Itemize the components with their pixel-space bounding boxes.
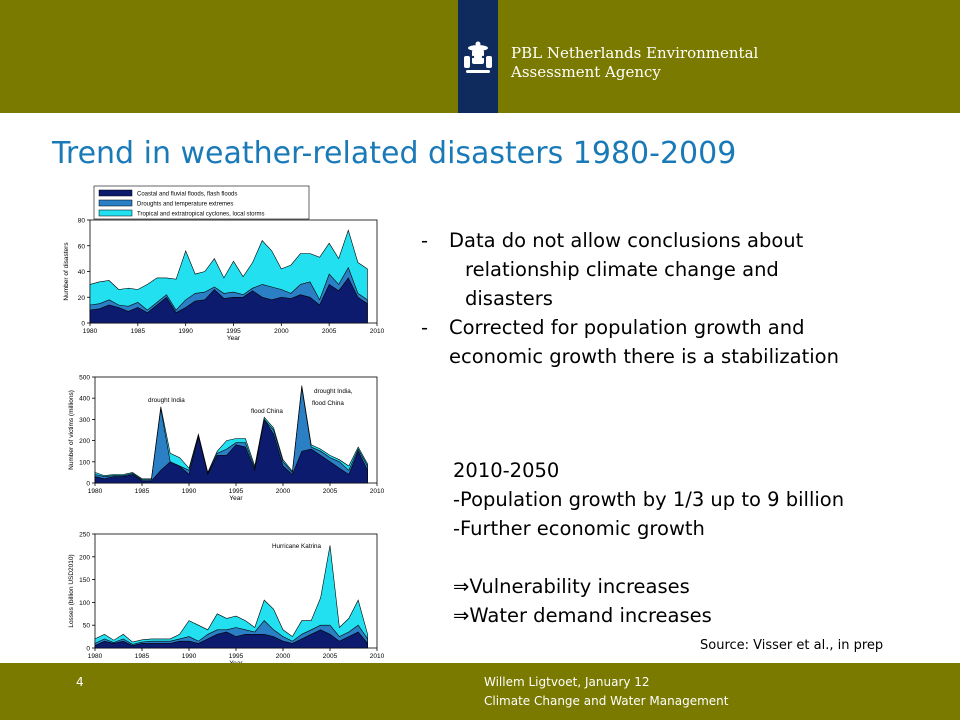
- future-outlook: 2010-2050 -Population growth by 1/3 up t…: [453, 456, 844, 630]
- y-tick-label: 80: [78, 218, 86, 225]
- victims-chart: 0 100 200 300 400 500 1980 1985 1990 1995 2000 2005…: [68, 375, 385, 503]
- losses-chart: 0 50 100 150 200 250 1980 1985 1990 1995 2000 2005 2…: [68, 532, 385, 668]
- x-tick-label: 1980: [88, 653, 103, 660]
- x-tick-label: 2010: [370, 328, 385, 335]
- footer-bar: [0, 663, 960, 720]
- x-tick-label: 1990: [182, 488, 197, 495]
- implies-arrow-icon: ⇒: [453, 575, 470, 598]
- x-axis-label: Year: [229, 495, 243, 502]
- y-tick-label: 100: [79, 600, 90, 607]
- x-tick-label: 1990: [178, 328, 193, 335]
- y-tick-label: 50: [83, 623, 91, 630]
- crest-icon: [464, 41, 492, 73]
- bullet-item: - Data do not allow conclusions about re…: [421, 226, 956, 313]
- logo: [458, 0, 498, 113]
- legend-swatch: [98, 199, 133, 207]
- x-tick-label: 1980: [88, 488, 103, 495]
- x-tick-label: 1995: [226, 328, 241, 335]
- y-tick-label: 500: [79, 375, 90, 382]
- y-tick-label: 0: [86, 646, 90, 653]
- legend-label: Tropical and extratropical cyclones, loc…: [137, 212, 265, 218]
- x-tick-label: 2010: [370, 488, 385, 495]
- legend-label: Coastal and fluvial floods, flash floods: [137, 192, 237, 198]
- x-tick-label: 2000: [276, 653, 291, 660]
- x-tick-label: 2000: [276, 488, 291, 495]
- implies-arrow-icon: ⇒: [453, 604, 470, 627]
- y-tick-label: 0: [81, 321, 85, 328]
- y-tick-label: 20: [78, 295, 86, 302]
- bullet-line: disasters: [465, 287, 553, 310]
- page-number: 4: [76, 675, 84, 689]
- disasters-count-chart: Coastal and fluvial floods, flash floods…: [63, 185, 385, 342]
- x-tick-label: 1985: [135, 653, 150, 660]
- series-area-1: [94, 418, 368, 484]
- conclusion-1: ⇒Vulnerability increases: [453, 575, 690, 598]
- y-tick-label: 150: [79, 577, 90, 584]
- spacer: [453, 543, 844, 572]
- organization-name-line1: PBL Netherlands Environmental: [511, 44, 759, 62]
- legend-swatch: [98, 209, 133, 217]
- y-axis-label: Losses (billion USD2010): [68, 554, 75, 627]
- organization-name: PBL Netherlands Environmental Assessment…: [511, 44, 758, 82]
- footer-author: Willem Ligtvoet, January 12: [484, 675, 650, 689]
- future-line2: -Further economic growth: [453, 517, 705, 540]
- legend-swatch: [98, 189, 133, 197]
- x-tick-label: 1995: [229, 488, 244, 495]
- y-tick-label: 60: [78, 243, 86, 250]
- x-tick-label: 2005: [323, 488, 338, 495]
- future-period: 2010-2050: [453, 459, 560, 482]
- bullet-item: - Corrected for population growth and ec…: [421, 313, 956, 371]
- y-axis-label: Number of victims (millions): [68, 390, 75, 470]
- x-tick-label: 2000: [274, 328, 289, 335]
- organization-name-line2: Assessment Agency: [511, 63, 661, 81]
- x-tick-label: 1990: [182, 653, 197, 660]
- series-area-1: [94, 629, 368, 649]
- y-tick-label: 100: [79, 459, 90, 466]
- x-tick-label: 2010: [370, 653, 385, 660]
- bullet-line: Corrected for population growth and: [449, 316, 805, 339]
- x-tick-label: 1980: [83, 328, 98, 335]
- chart-annotation: drought India,: [314, 388, 353, 395]
- chart-annotation: drought India: [148, 397, 185, 404]
- source-note: Source: Visser et al., in prep: [700, 638, 884, 653]
- chart-annotation: flood China: [251, 408, 283, 415]
- y-tick-label: 300: [79, 417, 90, 424]
- bullet-dash: -: [421, 316, 429, 339]
- y-tick-label: 0: [86, 481, 90, 488]
- series-area-1: [89, 277, 368, 324]
- bullet-list: - Data do not allow conclusions about re…: [421, 226, 956, 371]
- legend-label: Droughts and temperature extremes: [137, 202, 233, 208]
- y-tick-label: 200: [79, 554, 90, 561]
- x-tick-label: 1995: [229, 653, 244, 660]
- future-line1: -Population growth by 1/3 up to 9 billio…: [453, 488, 845, 511]
- bullet-dash: -: [421, 229, 429, 252]
- footer-topic: Climate Change and Water Management: [484, 694, 729, 708]
- bullet-line: relationship climate change and: [465, 258, 779, 281]
- x-axis-label: Year: [227, 335, 241, 342]
- bullet-line: economic growth there is a stabilization: [449, 345, 839, 368]
- y-tick-label: 250: [79, 532, 90, 539]
- slide-title: Trend in weather-related disasters 1980-…: [52, 136, 737, 171]
- y-tick-label: 40: [78, 269, 86, 276]
- x-tick-label: 1985: [135, 488, 150, 495]
- chart-annotation: flood China: [312, 400, 344, 407]
- x-tick-label: 2005: [322, 328, 337, 335]
- y-tick-label: 400: [79, 396, 90, 403]
- y-tick-label: 200: [79, 438, 90, 445]
- y-axis-label: Number of disasters: [63, 242, 70, 301]
- bullet-line: Data do not allow conclusions about: [449, 229, 804, 252]
- x-tick-label: 1985: [131, 328, 146, 335]
- conclusion-2: ⇒Water demand increases: [453, 604, 712, 627]
- chart-annotation: Hurricane Katrina: [272, 543, 321, 550]
- x-tick-label: 2005: [323, 653, 338, 660]
